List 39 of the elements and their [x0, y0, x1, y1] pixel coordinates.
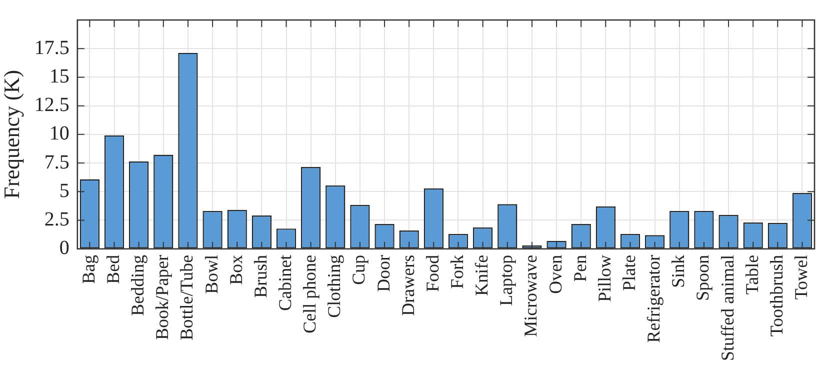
y-tick-label: 2.5 — [44, 208, 70, 230]
y-tick-label: 12.5 — [34, 94, 70, 116]
x-tick-label: Food — [422, 254, 442, 292]
x-tick-label: Bag — [78, 254, 98, 284]
x-tick-label: Drawers — [398, 254, 418, 316]
x-tick-label: Fork — [446, 254, 467, 289]
y-tick-label: 10 — [49, 122, 70, 145]
y-tick-label: 15 — [49, 65, 70, 88]
x-tick-label: Pillow — [594, 254, 614, 302]
x-tick-label: Oven — [545, 254, 566, 294]
x-tick-label: Sink — [668, 254, 688, 288]
x-tick-label: Door — [373, 254, 394, 292]
x-tick-label: Table — [742, 254, 762, 295]
x-tick-label: Toothbrush — [766, 254, 786, 337]
x-tick-label: Bowl — [201, 254, 222, 294]
x-tick-label: Cell phone — [300, 254, 320, 334]
x-tick-label: Cabinet — [274, 254, 295, 311]
x-tick-label: Brush — [250, 254, 270, 298]
x-tick-label: Spoon — [692, 254, 713, 301]
x-tick-label: Cup — [348, 254, 369, 285]
x-tick-label: Bedding — [128, 254, 148, 316]
y-tick-label: 5 — [59, 180, 70, 202]
x-tick-label: Pen — [570, 254, 590, 282]
x-tick-label: Knife — [472, 254, 492, 296]
x-tick-label: Refrigerator — [644, 254, 664, 343]
y-tick-label: 17.5 — [34, 36, 70, 59]
x-tick-label: Box — [226, 254, 246, 285]
y-tick-label: 7.5 — [44, 151, 70, 174]
x-tick-label: Stuffed animal — [717, 254, 738, 362]
x-tick-label: Towel — [790, 254, 811, 300]
x-tick-label: Bottle/Tube — [176, 254, 197, 340]
x-tick-label: Microwave — [520, 254, 541, 337]
x-tick-label: Bed — [102, 254, 123, 284]
y-axis-title: Frequency (K) — [0, 70, 24, 199]
y-tick-label: 0 — [59, 237, 70, 260]
x-tick-label: Plate — [618, 254, 639, 291]
x-tick-label: Laptop — [496, 254, 516, 306]
x-tick-label: Book/Paper — [152, 254, 172, 340]
x-tick-label: Clothing — [324, 254, 344, 318]
